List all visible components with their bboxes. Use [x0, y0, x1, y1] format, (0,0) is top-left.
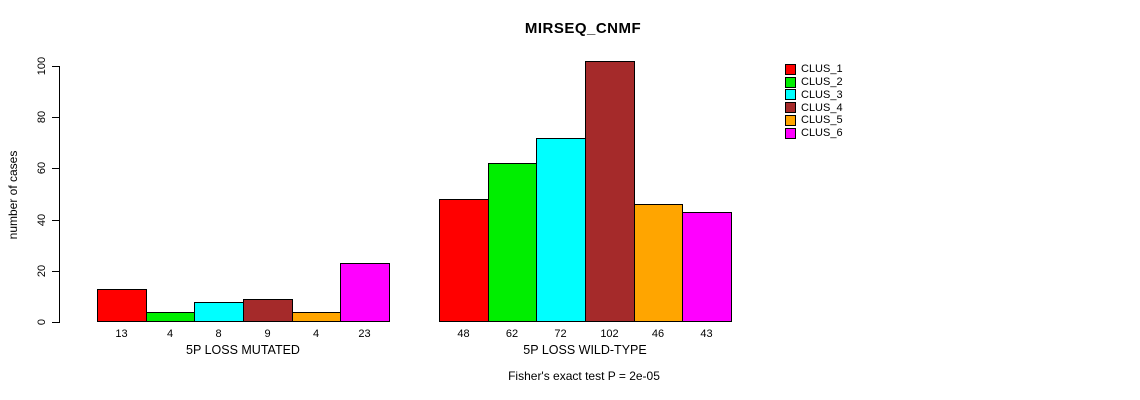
bar-clus_2-wildtype	[488, 163, 537, 322]
bar-clus_4-wildtype	[585, 61, 635, 322]
legend-swatch-icon	[785, 114, 796, 126]
bar-value-label: 13	[115, 328, 128, 340]
y-tick	[52, 220, 59, 221]
bar-clus_4-mutated	[243, 299, 293, 322]
bar-clus_6-mutated	[340, 263, 390, 322]
bar-clus_1-wildtype	[439, 199, 489, 322]
y-tick	[52, 271, 59, 272]
y-axis-line	[59, 66, 60, 323]
bar-value-label: 8	[215, 328, 222, 340]
legend-label: CLUS_1	[801, 63, 843, 76]
bar-value-label: 4	[166, 328, 174, 340]
y-tick-label: 20	[36, 264, 48, 278]
legend-label: CLUS_2	[801, 76, 843, 89]
legend-swatch-icon	[785, 127, 796, 139]
legend-label: CLUS_4	[801, 101, 843, 114]
bar-clus_2-mutated	[146, 312, 195, 322]
legend-swatch-icon	[785, 63, 796, 75]
bar-clus_6-wildtype	[682, 212, 732, 322]
y-tick-label: 0	[36, 318, 48, 326]
y-tick	[52, 66, 59, 67]
legend: CLUS_1 CLUS_2 CLUS_3 CLUS_4 CLUS_5 CLUS_6	[785, 63, 843, 140]
bar-clus_5-wildtype	[634, 204, 683, 322]
legend-label: CLUS_3	[801, 88, 843, 101]
legend-item-clus_2: CLUS_2	[785, 76, 843, 89]
bar-clus_3-wildtype	[536, 138, 586, 322]
legend-swatch-icon	[785, 76, 796, 88]
category-label: 5P LOSS MUTATED	[186, 343, 300, 357]
legend-label: CLUS_5	[801, 114, 843, 127]
category-label: 5P LOSS WILD-TYPE	[523, 343, 647, 357]
y-tick	[52, 322, 59, 323]
legend-item-clus_4: CLUS_4	[785, 101, 843, 114]
y-tick	[52, 117, 59, 118]
bar-clus_5-mutated	[292, 312, 341, 322]
legend-swatch-icon	[785, 89, 796, 101]
bar-value-label: 102	[600, 328, 619, 340]
bar-clus_1-mutated	[97, 289, 147, 322]
y-tick	[52, 168, 59, 169]
chart-title: MIRSEQ_CNMF	[524, 20, 642, 37]
y-tick-label: 100	[36, 56, 48, 76]
bar-value-label: 9	[264, 328, 271, 340]
bar-value-label: 48	[457, 328, 470, 340]
legend-item-clus_3: CLUS_3	[785, 89, 843, 102]
bar-value-label: 62	[505, 328, 519, 340]
bar-value-label: 4	[312, 328, 320, 340]
bar-value-label: 43	[700, 328, 713, 340]
legend-label: CLUS_6	[801, 127, 843, 140]
y-tick-label: 60	[36, 161, 48, 175]
legend-swatch-icon	[785, 102, 796, 114]
fisher-test-annotation: Fisher's exact test P = 2e-05	[508, 369, 660, 383]
legend-item-clus_6: CLUS_6	[785, 127, 843, 140]
bar-value-label: 46	[651, 328, 665, 340]
bar-clus_3-mutated	[194, 302, 244, 322]
y-tick-label: 40	[36, 213, 48, 227]
legend-item-clus_5: CLUS_5	[785, 114, 843, 127]
bar-value-label: 23	[358, 328, 371, 340]
y-tick-label: 80	[36, 110, 48, 124]
legend-item-clus_1: CLUS_1	[785, 63, 843, 76]
bar-value-label: 72	[554, 328, 567, 340]
y-axis-title: number of cases	[6, 150, 20, 240]
